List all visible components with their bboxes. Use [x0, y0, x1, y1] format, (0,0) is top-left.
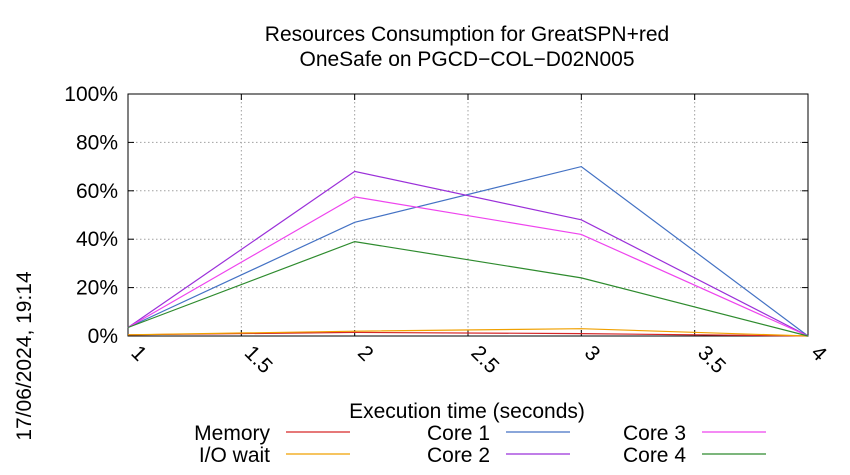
series-line-core-1 [127, 165, 809, 337]
chart-title: Resources Consumption for GreatSPN+red O… [265, 23, 669, 71]
legend-label-core-2: Core 2 [427, 444, 490, 467]
x-tick-label: 4 [806, 341, 831, 366]
y-tick-label: 60% [76, 180, 118, 203]
y-tick-label: 100% [64, 83, 118, 106]
legend-label-core-4: Core 4 [623, 444, 686, 467]
legend-label-core-1: Core 1 [427, 422, 490, 445]
chart-title-line-2: OneSafe on PGCD−COL−D02N005 [299, 48, 634, 71]
y-tick-label: 20% [76, 277, 118, 300]
timestamp-label: 17/06/2024, 19:14 [13, 271, 36, 441]
grid [128, 94, 808, 336]
legend-label-core-3: Core 3 [623, 422, 686, 445]
x-tick-label: 3 [580, 341, 605, 366]
series-line-core-3 [127, 196, 809, 337]
x-tick-label: 1.5 [240, 341, 277, 378]
plot-frame [127, 93, 809, 337]
y-tick-label: 40% [76, 228, 118, 251]
y-tick-label: 0% [88, 325, 118, 348]
series-line-i-o-wait [127, 328, 809, 337]
x-tick-label: 2.5 [466, 341, 503, 378]
series-lines [127, 165, 809, 337]
legend-label-memory: Memory [194, 422, 270, 445]
series-line-core-4 [127, 240, 809, 337]
x-axis-label: Execution time (seconds) [349, 400, 585, 423]
series-line-core-2 [127, 170, 809, 337]
x-tick-label: 3.5 [693, 341, 730, 378]
chart-title-line-1: Resources Consumption for GreatSPN+red [265, 23, 669, 46]
legend-label-i-o-wait: I/O wait [199, 444, 270, 467]
x-tick-label: 1 [126, 341, 151, 366]
y-tick-label: 80% [76, 131, 118, 154]
x-tick-label: 2 [353, 341, 378, 366]
